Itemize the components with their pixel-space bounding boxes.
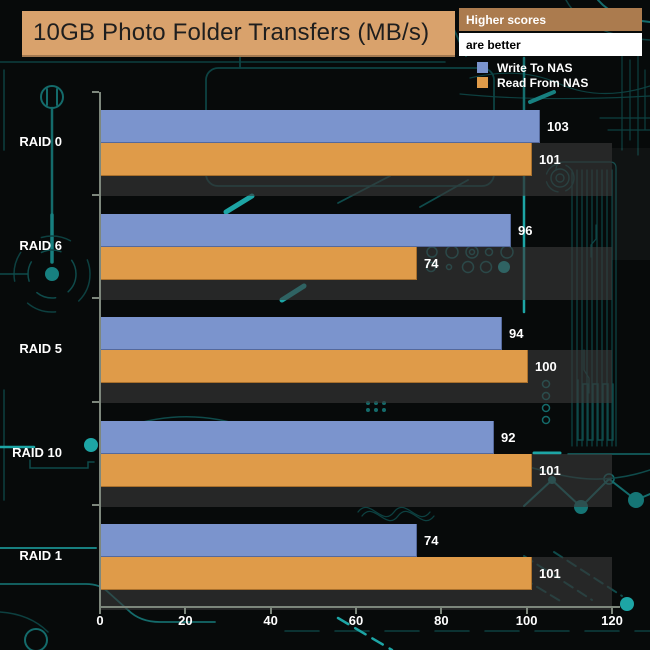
bar-read-from-nas <box>101 247 417 280</box>
bar-value-label: 74 <box>424 533 439 548</box>
category-label: RAID 10 <box>12 445 62 460</box>
bar-write-to-nas <box>101 421 494 454</box>
read-series-swatch-icon <box>477 77 488 88</box>
bar-write-to-nas <box>101 317 502 350</box>
bar-value-label: 101 <box>539 566 561 581</box>
bar-read-from-nas <box>101 350 528 383</box>
x-axis-tick <box>269 608 272 614</box>
bar-write-to-nas <box>101 214 511 247</box>
bar-value-label: 74 <box>424 256 439 271</box>
bar-value-label: 101 <box>539 463 561 478</box>
bar-value-label: 101 <box>539 152 561 167</box>
legend-item-write: Write To NAS <box>477 60 588 75</box>
note-are-better: are better <box>459 33 642 56</box>
x-axis-tick-label: 80 <box>434 613 449 628</box>
bar-write-to-nas <box>101 524 417 557</box>
write-series-swatch-icon <box>477 62 488 73</box>
x-axis-line <box>99 606 620 608</box>
legend: Write To NAS Read From NAS <box>477 60 588 90</box>
bar-read-from-nas <box>101 557 532 590</box>
title-box: 10GB Photo Folder Transfers (MB/s) <box>22 11 455 57</box>
bar-value-label: 96 <box>518 223 533 238</box>
y-axis-tick <box>92 504 99 507</box>
x-axis-tick-label: 60 <box>348 613 364 628</box>
y-axis-tick <box>92 193 99 196</box>
note-higher-scores: Higher scores <box>459 8 642 31</box>
y-axis-line <box>99 92 101 607</box>
category-label: RAID 5 <box>19 341 62 356</box>
category-label: RAID 1 <box>19 548 62 563</box>
bar-value-label: 100 <box>535 359 557 374</box>
bar-read-from-nas <box>101 143 532 176</box>
y-axis-tick <box>92 297 99 300</box>
y-axis-tick <box>92 400 99 403</box>
x-axis-tick-label: 100 <box>515 613 538 628</box>
legend-label-write: Write To NAS <box>497 60 573 75</box>
bar-value-label: 103 <box>547 119 569 134</box>
x-axis-tick <box>184 608 187 614</box>
legend-label-read: Read From NAS <box>497 75 589 90</box>
x-axis-tick-label: 20 <box>178 613 193 628</box>
x-axis-tick-label: 120 <box>601 613 623 628</box>
bar-write-to-nas <box>101 110 540 143</box>
x-axis-tick <box>99 608 101 614</box>
legend-item-read: Read From NAS <box>477 75 588 90</box>
y-axis-tick <box>92 91 99 93</box>
x-axis-tick <box>525 608 528 614</box>
x-axis-tick-label: 40 <box>263 613 278 628</box>
category-label: RAID 0 <box>19 134 62 149</box>
x-axis-tick <box>440 608 443 614</box>
bar-value-label: 94 <box>509 326 524 341</box>
bar-read-from-nas <box>101 454 532 487</box>
x-axis-tick <box>611 608 613 614</box>
bar-value-label: 92 <box>501 430 516 445</box>
x-axis-tick <box>355 608 357 614</box>
chart-title: 10GB Photo Folder Transfers (MB/s) <box>33 19 430 46</box>
x-axis-tick-label: 0 <box>96 613 104 628</box>
category-label: RAID 6 <box>19 238 62 253</box>
